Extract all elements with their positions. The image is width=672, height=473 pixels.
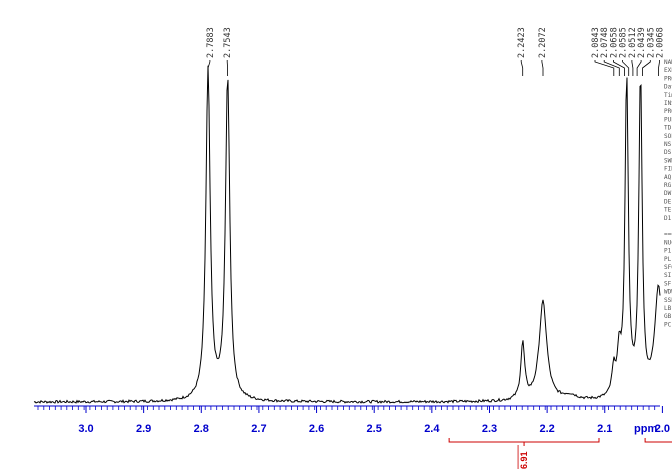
- param-name: PROBHD: [664, 108, 672, 115]
- peak-label: 2.2423: [517, 27, 527, 58]
- tick-label: 2.1: [597, 423, 612, 435]
- x-axis-minor-ticks: [37, 406, 656, 410]
- param-name: PC: [664, 321, 672, 328]
- param-name: TD: [664, 125, 672, 132]
- tick-label: 3.0: [78, 423, 93, 435]
- param-name: WDW: [664, 289, 672, 296]
- peak-label: 2.0345: [646, 27, 656, 58]
- param-name: SSB: [664, 297, 672, 304]
- tick-label: 2.0: [655, 423, 670, 435]
- param-name: DS: [664, 149, 672, 156]
- tick-label: 2.2: [539, 423, 554, 435]
- tick-label: 2.3: [482, 423, 497, 435]
- peak-label: 2.0748: [600, 27, 610, 58]
- param-name: NS: [664, 141, 672, 148]
- param-name: INSTRUM: [664, 100, 672, 107]
- integrals: 6.915.94: [448, 438, 672, 469]
- peak-connector: [594, 60, 615, 76]
- param-name: D1: [664, 215, 672, 222]
- spectrum-line: [33, 65, 661, 404]
- param-name: PULPROG: [664, 116, 672, 123]
- peak-label: 2.0439: [637, 27, 647, 58]
- x-axis-title: ppm: [634, 423, 657, 435]
- param-name: DW: [664, 190, 672, 197]
- param-name: TE: [664, 207, 672, 214]
- peak-label: 2.7543: [223, 27, 233, 58]
- param-name: SWH: [664, 157, 672, 164]
- param-name: PL1: [664, 256, 672, 263]
- param-name: Time: [664, 92, 672, 99]
- tick-label: 2.5: [367, 423, 382, 435]
- tick-label: 2.4: [424, 423, 440, 435]
- param-name: NAME: [664, 59, 672, 66]
- param-name: Date_: [664, 84, 672, 91]
- param-name: DE: [664, 198, 672, 205]
- peak-connector: [636, 60, 642, 76]
- peak-label: 2.2072: [538, 27, 548, 58]
- peak-label: 2.0658: [609, 27, 619, 58]
- param-name: GB: [664, 313, 672, 320]
- tick-label: 2.8: [194, 423, 209, 435]
- integral-bracket: [448, 438, 600, 443]
- x-axis-tick-labels: 3.02.92.82.72.62.52.42.32.22.12.01.91.8: [78, 406, 670, 435]
- tick-label: 2.7: [251, 423, 266, 435]
- integral-bracket: [644, 438, 672, 443]
- param-name: RG: [664, 182, 672, 189]
- peak-label: 2.0843: [591, 27, 601, 58]
- integral-value: 6.91: [519, 451, 529, 469]
- peak-label-connectors: [207, 60, 660, 76]
- peak-label: 2.7883: [206, 27, 216, 58]
- peak-connector: [520, 60, 524, 76]
- param-name: EXPNO: [664, 67, 672, 74]
- peak-label: 2.0512: [628, 27, 638, 58]
- param-name: ======: [664, 231, 672, 238]
- tick-label: 2.6: [309, 423, 324, 435]
- param-name: LB: [664, 305, 672, 312]
- acquisition-parameters: NAMEEXPNOPROCNO Date_TimeINSTRUMPROBHDPUL…: [664, 59, 672, 328]
- param-name: SFO1: [664, 264, 672, 271]
- param-name: AQ: [664, 174, 672, 181]
- tick-label: 2.9: [136, 423, 151, 435]
- peak-connector: [642, 60, 651, 76]
- peak-connector: [603, 60, 620, 76]
- param-name: NUC1: [664, 239, 672, 246]
- peak-label: 2.0068: [656, 27, 666, 58]
- peak-connector: [622, 60, 630, 76]
- peak-connector: [541, 60, 544, 76]
- peak-label: 2.0585: [619, 27, 629, 58]
- peak-connector: [631, 60, 634, 76]
- peak-connector: [658, 60, 660, 76]
- param-name: FIDRES: [664, 166, 672, 173]
- peak-connector: [613, 60, 625, 76]
- param-name: PROCNO: [664, 75, 672, 82]
- param-name: SF: [664, 280, 672, 287]
- param-name: P1: [664, 248, 672, 255]
- param-name: SOLVENT: [664, 133, 672, 140]
- peak-labels: 2.7883 2.7543 2.2423 2.2072 2.0843 2.0748 2.06…: [206, 27, 666, 58]
- param-name: SI: [664, 272, 672, 279]
